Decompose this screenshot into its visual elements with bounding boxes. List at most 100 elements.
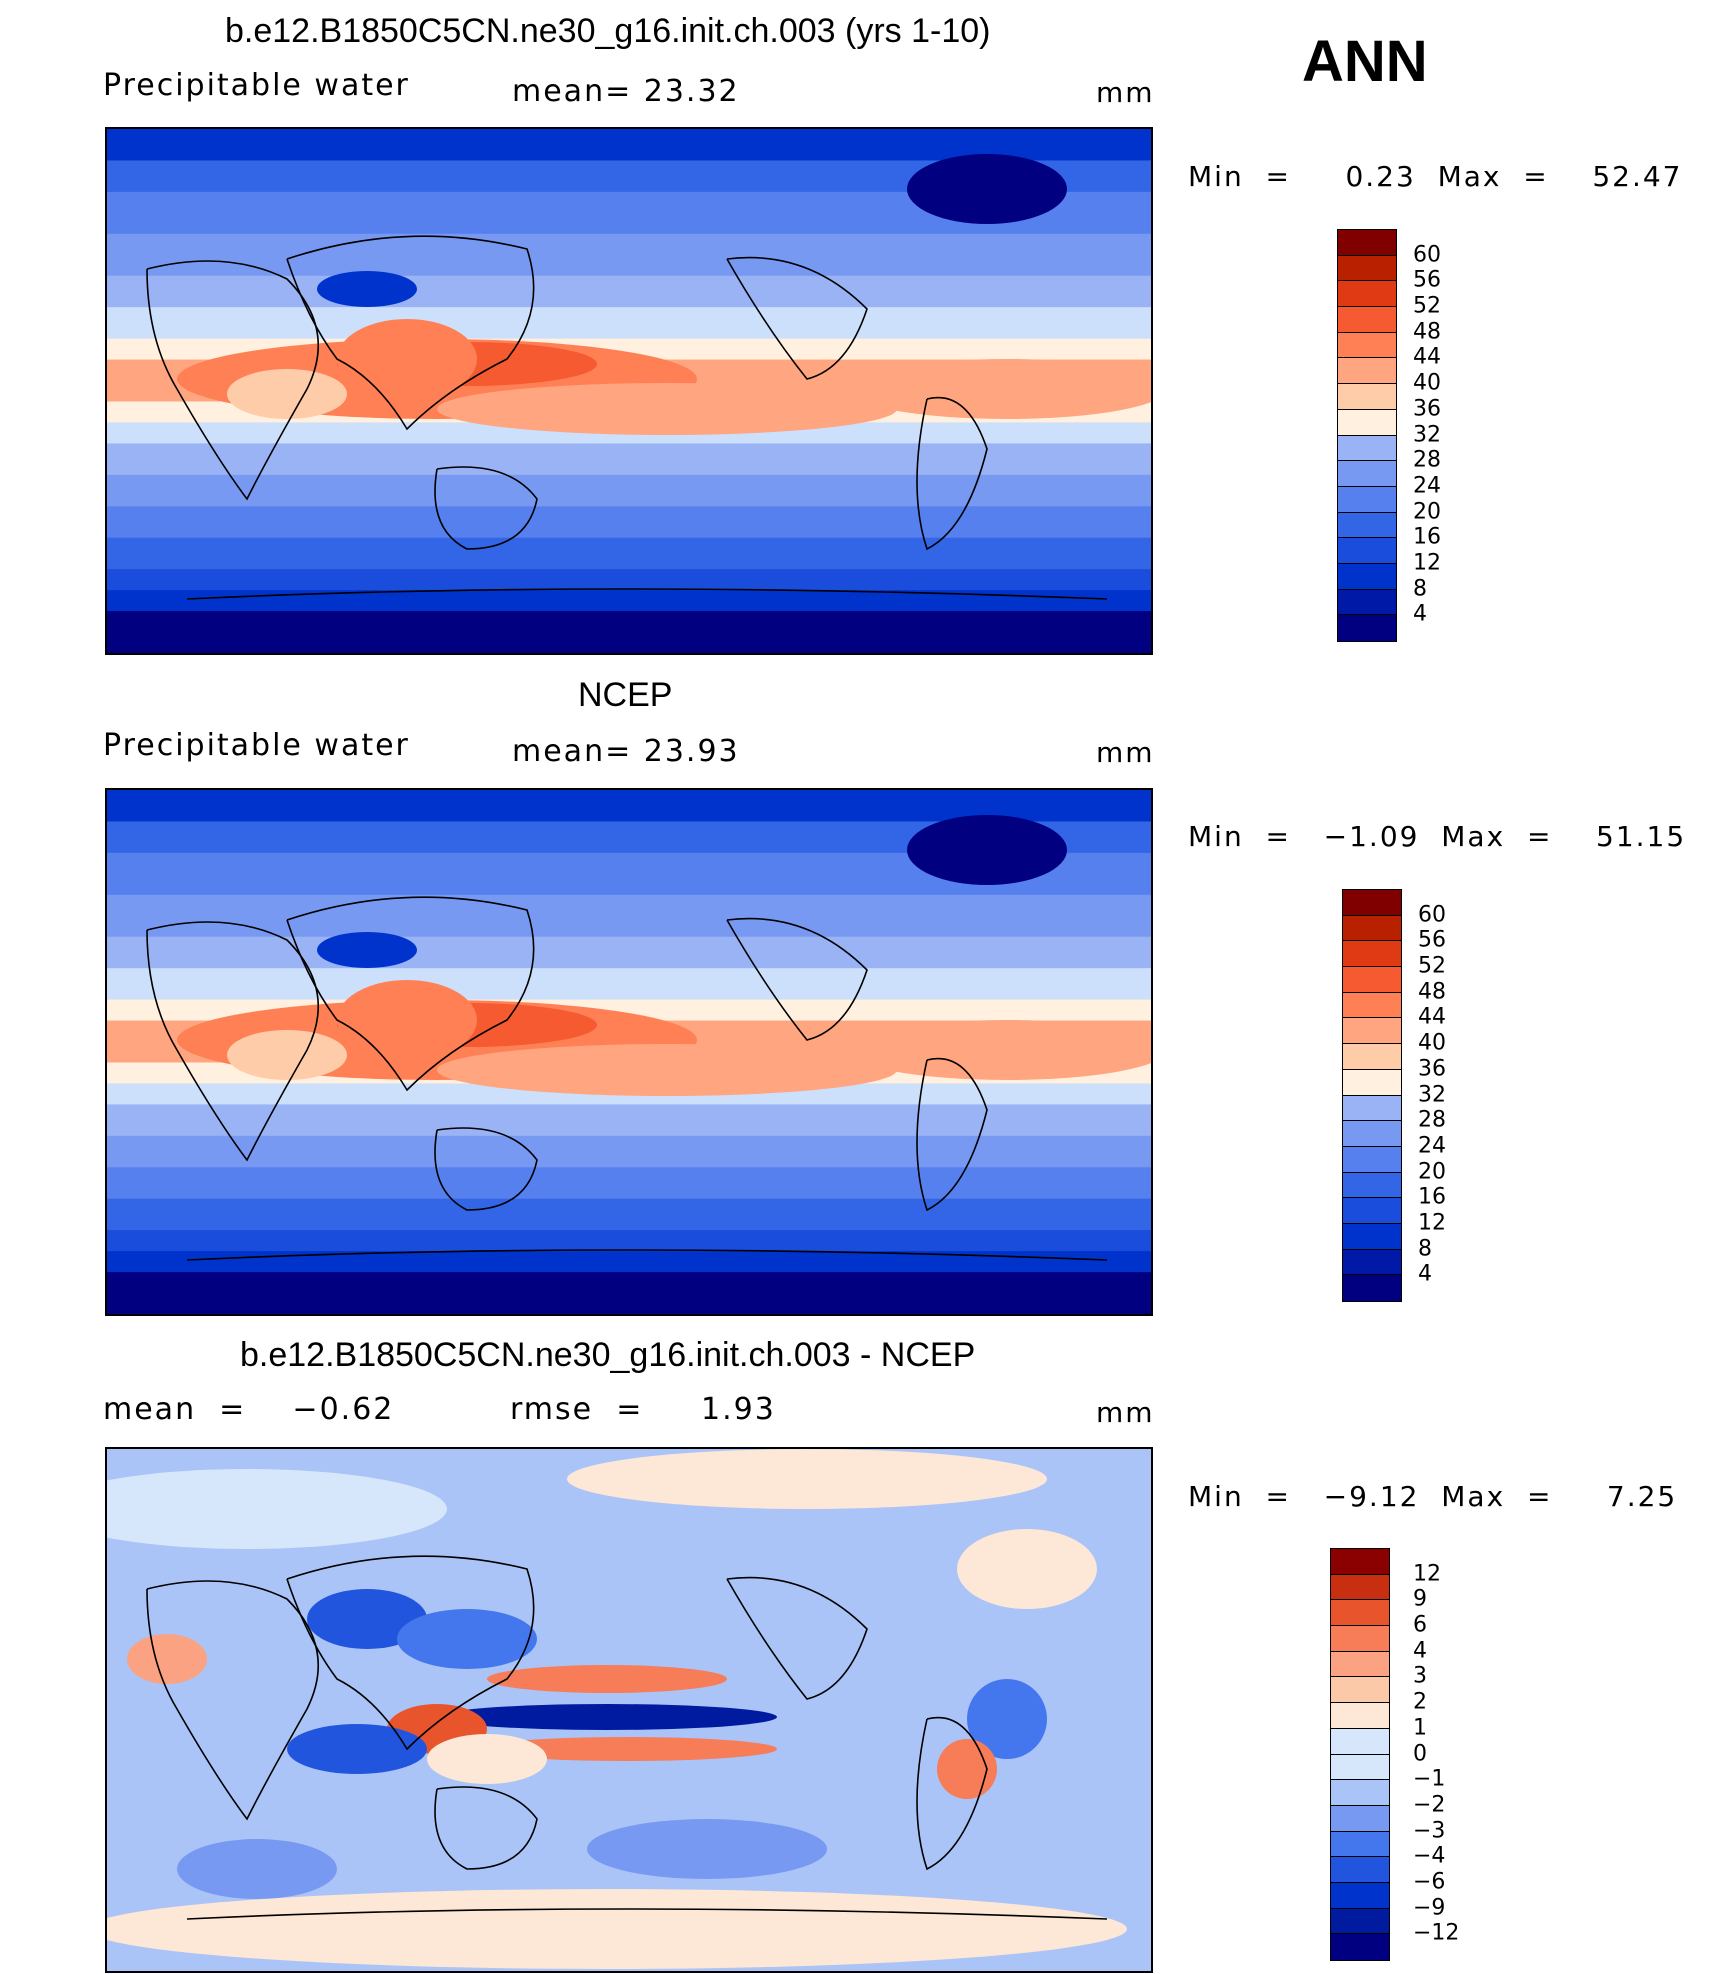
colorbar-swatch (1343, 915, 1401, 942)
anomaly-region (107, 1889, 1127, 1969)
colorbar-tick-label: 12 (1413, 550, 1441, 576)
anomaly-region (967, 1679, 1047, 1759)
panel2-units: mm (1096, 736, 1155, 769)
colorbar-swatch (1338, 409, 1396, 436)
season-label: ANN (1302, 29, 1428, 94)
field-band (107, 506, 1151, 539)
colorbar-tick-label: 32 (1413, 422, 1441, 447)
coastline (916, 396, 988, 551)
field-band (107, 1251, 1151, 1274)
colorbar-tick-label: 60 (1418, 902, 1446, 928)
colorbar-tick-label: −2 (1413, 1792, 1446, 1818)
coastline (916, 1716, 988, 1871)
field-band (107, 474, 1151, 508)
colorbar-swatch (1338, 461, 1396, 487)
colorbar-tick-label: 36 (1418, 1056, 1446, 1082)
field-band (107, 590, 1151, 613)
warm-pool-region (337, 319, 477, 399)
colorbar-tick-label: 16 (1413, 524, 1441, 550)
colorbar-tick-label: 2 (1413, 1689, 1427, 1715)
colorbar-swatch (1331, 1677, 1389, 1704)
colorbar-swatch (1343, 1095, 1401, 1122)
colorbar-tick-label: 4 (1413, 1638, 1427, 1664)
panel1-mean-label: mean= 23.32 (512, 74, 740, 109)
coastline (286, 896, 535, 1092)
coastline (186, 1908, 1108, 1920)
colorbar-swatch (1338, 358, 1396, 385)
colorbar-swatch (1343, 1249, 1401, 1276)
panel1-units: mm (1096, 76, 1155, 109)
anomaly-region (287, 1724, 427, 1774)
panel2-mean-label: mean= 23.93 (512, 734, 740, 769)
colorbar-tick-label: 24 (1413, 473, 1441, 499)
panel1-title: b.e12.B1850C5CN.ne30_g16.init.ch.003 (yr… (225, 12, 991, 50)
colorbar-swatch (1331, 1728, 1389, 1755)
anomaly-region (567, 1449, 1047, 1509)
colorbar-tick-label: 48 (1413, 319, 1441, 345)
field-band (107, 1104, 1151, 1137)
field-band (107, 894, 1151, 938)
colorbar-tick-label: 56 (1413, 267, 1441, 293)
anomaly-region (487, 1665, 727, 1693)
colorbar-tick-label: 52 (1413, 293, 1441, 319)
colorbar-swatch (1331, 1754, 1389, 1781)
field-band (107, 1198, 1151, 1232)
panel2-title: NCEP (578, 676, 673, 714)
coastline (146, 260, 319, 501)
colorbar-swatch (1331, 1626, 1389, 1652)
anomaly-region (177, 1839, 337, 1899)
colorbar-swatch (1343, 1044, 1401, 1070)
colorbar-swatch (1338, 384, 1396, 410)
colorbar-swatch (1338, 307, 1396, 333)
panel3-mean-label: mean = −0.62 (103, 1392, 395, 1427)
colorbar-tick-label: 40 (1418, 1030, 1446, 1056)
panel1-minmax: Min = 0.23 Max = 52.47 (1188, 160, 1683, 193)
coastline (286, 235, 535, 431)
colorbar-tick-label: 44 (1413, 344, 1441, 370)
colorbar-swatch (1338, 538, 1396, 564)
panel3-map (105, 1447, 1153, 1973)
warm-pool-region (227, 1030, 347, 1080)
coastline (434, 1127, 538, 1211)
anomaly-region (127, 1634, 207, 1684)
coastline (916, 1057, 988, 1212)
coastline (726, 917, 868, 1041)
colorbar-tick-label: 20 (1418, 1159, 1446, 1185)
field-band (107, 936, 1151, 970)
colorbar-tick-label: −12 (1413, 1920, 1460, 1946)
anomaly-region (957, 1529, 1097, 1609)
colorbar-tick-label: 36 (1413, 396, 1441, 422)
anomaly-region (937, 1739, 997, 1799)
colorbar-tick-label: 4 (1418, 1261, 1432, 1287)
colorbar-tick-label: −1 (1413, 1766, 1446, 1792)
coastline (146, 921, 319, 1162)
colorbar-tick-label: 8 (1413, 576, 1427, 602)
colorbar-tick-label: 20 (1413, 499, 1441, 525)
colorbar-swatch (1338, 512, 1396, 539)
coastline (434, 466, 538, 550)
colorbar-swatch (1331, 1780, 1389, 1806)
colorbar-swatch (1343, 992, 1401, 1019)
coastline (146, 1580, 319, 1821)
colorbar-tick-label: 3 (1413, 1663, 1427, 1689)
colorbar-tick-label: −3 (1413, 1818, 1446, 1844)
coastline (726, 1576, 868, 1700)
dry-region (907, 815, 1067, 885)
colorbar-swatch (1331, 1703, 1389, 1729)
colorbar-swatch (1338, 589, 1396, 616)
colorbar-swatch (1331, 1574, 1389, 1601)
colorbar-swatch (1331, 1831, 1389, 1858)
colorbar-tick-label: 32 (1418, 1082, 1446, 1107)
anomaly-region (477, 1737, 777, 1761)
field-band (107, 569, 1151, 592)
warm-pool-region (437, 383, 897, 435)
colorbar-swatch (1338, 255, 1396, 282)
panel2-colorbar (1342, 889, 1402, 1302)
field-band (107, 233, 1151, 277)
colorbar-swatch (1338, 230, 1396, 256)
colorbar-tick-label: 28 (1413, 447, 1441, 473)
anomaly-region (397, 1609, 537, 1669)
colorbar-tick-label: 0 (1413, 1741, 1427, 1766)
panel3-colorbar (1330, 1548, 1390, 1961)
colorbar-swatch (1331, 1908, 1389, 1935)
